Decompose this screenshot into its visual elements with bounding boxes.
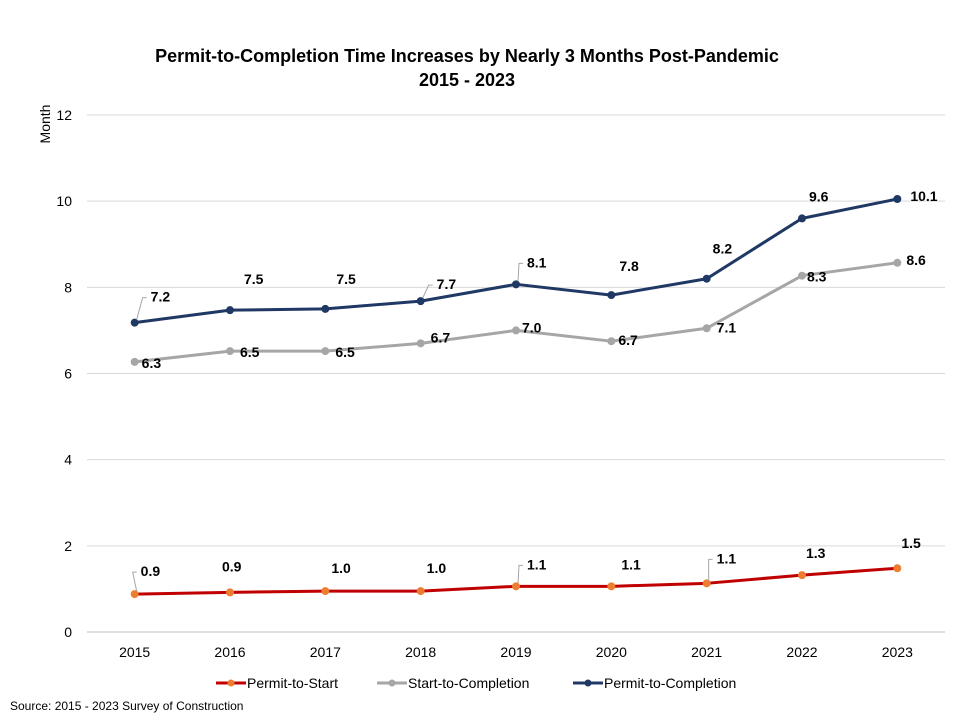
data-point [798,571,806,580]
data-label: 8.6 [906,252,926,268]
data-label: 9.6 [809,188,829,204]
legend-swatch-marker [584,679,592,687]
data-label: 1.0 [427,560,447,576]
y-tick-labels: 0 2 4 6 8 10 12 [56,107,72,640]
data-point [702,274,711,283]
y-tick-label: 6 [64,366,72,382]
legend-item: Permit-to-Start [216,675,338,691]
data-label: 7.5 [336,271,356,287]
data-point [226,306,234,315]
label-leader-line [136,297,147,320]
x-tick-label: 2023 [882,644,913,660]
legend-swatch-marker [388,679,396,687]
data-label: 6.7 [618,332,638,348]
data-point [512,326,520,335]
x-tick-label: 2016 [214,644,245,660]
data-label: 6.3 [142,355,162,371]
data-label: 1.0 [331,560,351,576]
data-point [798,271,806,280]
data-point [130,357,139,366]
data-label: 1.1 [717,550,737,566]
data-point [893,258,902,267]
data-point [893,195,902,204]
y-tick-label: 10 [56,193,72,209]
data-label: 7.5 [244,271,264,287]
label-leader-line [132,571,138,592]
series-permit-to-completion: 7.2 7.5 7.5 7.7 8.1 7.8 8.2 9.6 10.1 [130,188,938,327]
data-point [130,318,139,327]
x-tick-label: 2018 [405,644,436,660]
data-label: 8.2 [713,241,733,257]
y-tick-label: 12 [56,107,72,123]
label-leader-line [422,284,433,299]
legend: Permit-to-Start Start-to-Completion Permit… [216,675,736,691]
data-label: 8.1 [527,254,547,270]
data-label: 7.2 [151,289,171,305]
data-point [416,339,425,348]
series-permit-to-start: 0.9 0.9 1.0 1.0 1.1 1.1 1.1 1.3 1.5 [130,535,921,599]
data-point [321,304,330,313]
data-label: 7.7 [437,276,457,292]
data-point [607,337,616,346]
legend-label: Permit-to-Start [247,675,338,691]
y-tick-label: 2 [64,538,72,554]
data-label: 1.1 [527,556,547,572]
data-point [512,280,520,289]
chart-title: Permit-to-Completion Time Increases by N… [155,46,779,66]
y-tick-label: 0 [64,624,72,640]
data-point [893,564,902,573]
data-label: 6.7 [431,329,451,345]
x-tick-label: 2020 [596,644,627,660]
series-group: 0.9 0.9 1.0 1.0 1.1 1.1 1.1 1.3 1.5 6.3 6.5 6.5 6.7 7… [130,188,938,599]
data-point [416,587,425,596]
data-label: 1.5 [901,535,921,551]
x-tick-label: 2015 [119,644,150,660]
data-label: 0.9 [141,563,161,579]
data-label: 7.8 [619,258,639,274]
y-tick-label: 4 [64,452,72,468]
data-point [607,291,616,300]
legend-item: Permit-to-Completion [573,675,736,691]
legend-item: Start-to-Completion [377,675,529,691]
data-point [512,582,520,591]
x-tick-label: 2017 [310,644,341,660]
data-label: 0.9 [222,558,242,574]
x-tick-label: 2019 [500,644,531,660]
chart-subtitle: 2015 - 2023 [419,70,515,90]
data-label: 8.3 [807,269,827,285]
data-label: 7.1 [717,319,737,335]
legend-swatch-marker [227,679,235,687]
data-label: 1.3 [806,545,826,561]
legend-label: Permit-to-Completion [604,675,736,691]
x-tick-labels: 2015 2016 2017 2018 2019 2020 2021 2022 2023 [119,644,913,660]
data-point [702,579,711,588]
data-point [416,297,425,306]
data-label: 7.0 [522,319,542,335]
data-point [798,214,806,223]
label-leader-line [517,564,523,584]
data-label: 10.1 [910,188,937,204]
y-axis-label: Month [37,105,53,144]
data-label: 1.1 [621,556,641,572]
label-leader-line [708,558,713,581]
data-point [702,324,711,333]
data-point [226,588,234,597]
label-leader-line [517,262,523,282]
data-point [226,347,234,356]
data-point [321,347,330,356]
data-point [607,582,616,591]
series-line [134,197,898,325]
y-tick-label: 8 [64,279,72,295]
data-point [321,587,330,596]
x-tick-label: 2022 [786,644,817,660]
data-label: 6.5 [240,344,260,360]
series-start-to-completion: 6.3 6.5 6.5 6.7 7.0 6.7 7.1 8.3 8.6 [130,252,926,371]
x-tick-label: 2021 [691,644,722,660]
data-point [130,590,139,599]
data-label: 6.5 [335,344,355,360]
legend-label: Start-to-Completion [408,675,529,691]
source-note: Source: 2015 - 2023 Survey of Constructi… [10,699,244,713]
